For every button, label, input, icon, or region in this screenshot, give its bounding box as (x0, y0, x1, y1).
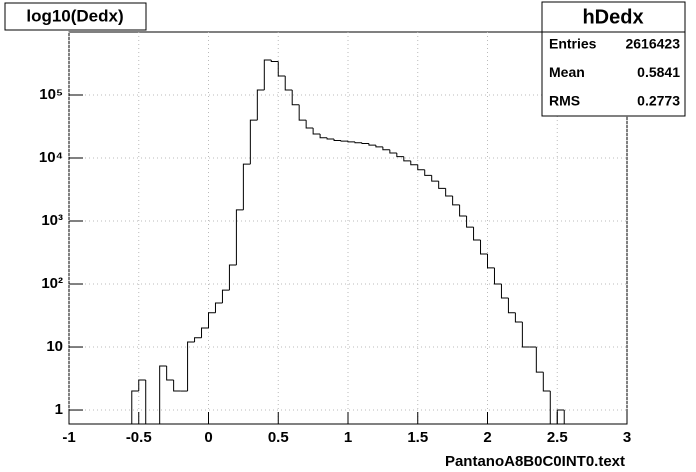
histogram-bin (542, 372, 551, 392)
x-tick-label: 3 (623, 429, 631, 446)
y-tick-label: 10⁵ (39, 86, 63, 103)
histogram-bin (424, 169, 432, 176)
x-tick-label: -0.5 (126, 429, 152, 446)
histogram-bin (214, 302, 223, 313)
histogram-bin (459, 204, 467, 217)
histogram-bin (403, 156, 411, 162)
histogram-bin (549, 391, 558, 425)
histogram-bin (563, 410, 572, 425)
histogram-bin (368, 143, 376, 146)
y-tick-label: 1 (55, 401, 63, 418)
x-tick-label: 0.5 (268, 429, 289, 446)
histogram-bin (319, 134, 328, 139)
histogram-bin (298, 104, 307, 121)
histogram-bin (208, 312, 216, 329)
histogram-bin (382, 146, 390, 151)
x-tick-label: 2 (483, 429, 491, 446)
histogram-bin (396, 153, 404, 158)
y-tick-label: 10⁴ (39, 149, 63, 166)
x-tick-label: 1 (344, 429, 352, 446)
histogram-bin (201, 327, 209, 338)
histogram-bin (145, 379, 153, 425)
histogram-bin (249, 119, 258, 165)
x-tick-label: 0 (204, 429, 212, 446)
histogram-bin (340, 140, 348, 142)
histogram-bin (507, 297, 516, 314)
histogram-bin (256, 89, 265, 121)
x-tick-label: -1 (62, 429, 75, 446)
histogram-bin (326, 137, 335, 140)
histogram-bin (375, 145, 383, 148)
histogram-bin (445, 188, 453, 197)
y-tick-label: 10² (41, 275, 63, 292)
stats-frame (541, 1, 686, 117)
stats-value: 0.2773 (637, 93, 680, 109)
stats-label: Entries (549, 36, 597, 52)
histogram-bin (487, 253, 495, 269)
histogram-bin (242, 163, 251, 210)
chart-title: log10(Dedx) (26, 6, 123, 25)
histogram-bin (284, 76, 293, 91)
histogram-bin (305, 120, 314, 129)
histogram-bin (277, 61, 286, 77)
histogram-bin (270, 59, 279, 63)
histogram-bin (312, 127, 321, 135)
histogram-bin (480, 239, 488, 255)
histogram-bin (138, 379, 146, 392)
histogram-bin (514, 312, 523, 323)
histogram-bin (159, 365, 167, 424)
histogram-bin (131, 390, 139, 424)
histogram-bin (521, 321, 530, 348)
x-axis-label: PantanoA8B0C0INT0.text (445, 453, 625, 470)
histogram-bin (166, 365, 174, 381)
x-tick-label: 2.5 (547, 429, 568, 446)
histogram-bin (361, 142, 369, 144)
histogram-bin (417, 164, 425, 171)
y-tick-label: 10 (46, 338, 63, 355)
stats-title: hDedx (582, 6, 643, 28)
histogram-bin (431, 175, 439, 182)
histogram-bin (466, 216, 474, 228)
x-tick-label: 1.5 (407, 429, 428, 446)
histogram-bin (187, 341, 195, 392)
histogram-bin (493, 267, 502, 285)
stats-box: hDedx Entries 2616423 Mean 0.5841 RMS 0.2773 (541, 1, 686, 117)
histogram-bin (389, 149, 397, 154)
histogram-bin (263, 59, 272, 91)
histogram-bin (410, 160, 418, 166)
histogram-bin (221, 289, 230, 303)
histogram-bin (235, 209, 244, 266)
histogram-bin (347, 141, 355, 143)
histogram-bin (333, 139, 342, 141)
stats-value: 0.5841 (637, 64, 680, 80)
stats-label: RMS (549, 93, 580, 109)
histogram-bin (500, 284, 509, 299)
histogram-bin (228, 264, 237, 291)
histogram-bin (194, 337, 202, 343)
histogram-bin (291, 90, 300, 106)
title-box (4, 2, 147, 31)
histogram-bin (556, 409, 565, 424)
histogram-bin (452, 195, 460, 206)
histogram-bin (473, 227, 481, 241)
histogram-bin (535, 347, 544, 373)
histogram-bin (354, 141, 362, 144)
histogram-bin (173, 379, 181, 392)
stats-label: Mean (549, 64, 585, 80)
histogram-bin (438, 181, 446, 189)
stats-value: 2616423 (625, 36, 680, 52)
y-tick-label: 10³ (41, 212, 63, 229)
